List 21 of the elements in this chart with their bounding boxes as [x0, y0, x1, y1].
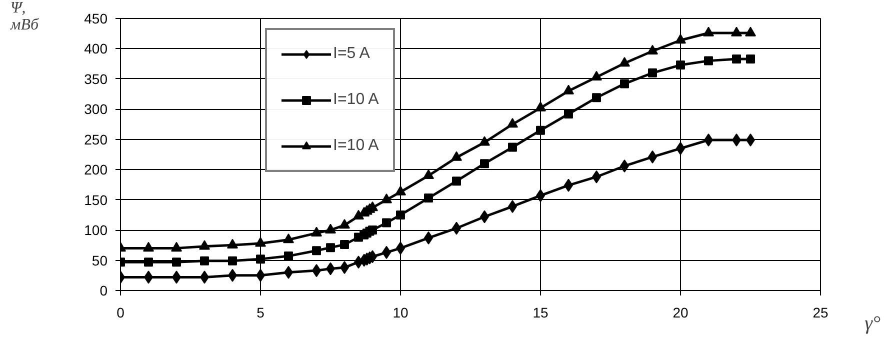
- y-tick-label: 450: [84, 10, 108, 26]
- y-tick-label: 0: [100, 282, 108, 298]
- x-axis-title: γ°: [864, 312, 881, 334]
- legend-label: I=10 A: [333, 91, 379, 109]
- y-tick-label: 200: [84, 162, 108, 178]
- x-tick-label: 5: [256, 304, 265, 320]
- y-axis-title: Ψ, мВб: [10, 0, 40, 34]
- y-tick-label: 300: [84, 101, 108, 118]
- y-tick-label: 350: [84, 70, 108, 87]
- legend-label: I=5 A: [333, 45, 370, 63]
- x-tick-label: 25: [812, 304, 828, 320]
- x-tick-label: 15: [532, 304, 548, 320]
- y-tick-label: 400: [84, 40, 108, 57]
- y-tick-label: 150: [84, 192, 108, 208]
- y-tick-label: 250: [84, 131, 108, 148]
- y-tick-label: 50: [92, 252, 108, 268]
- y-tick-label: 100: [84, 222, 108, 238]
- x-tick-label: 10: [392, 304, 408, 320]
- x-tick-label: 0: [116, 304, 125, 320]
- legend-label: I=10 A: [333, 137, 379, 155]
- x-tick-label: 20: [672, 304, 688, 320]
